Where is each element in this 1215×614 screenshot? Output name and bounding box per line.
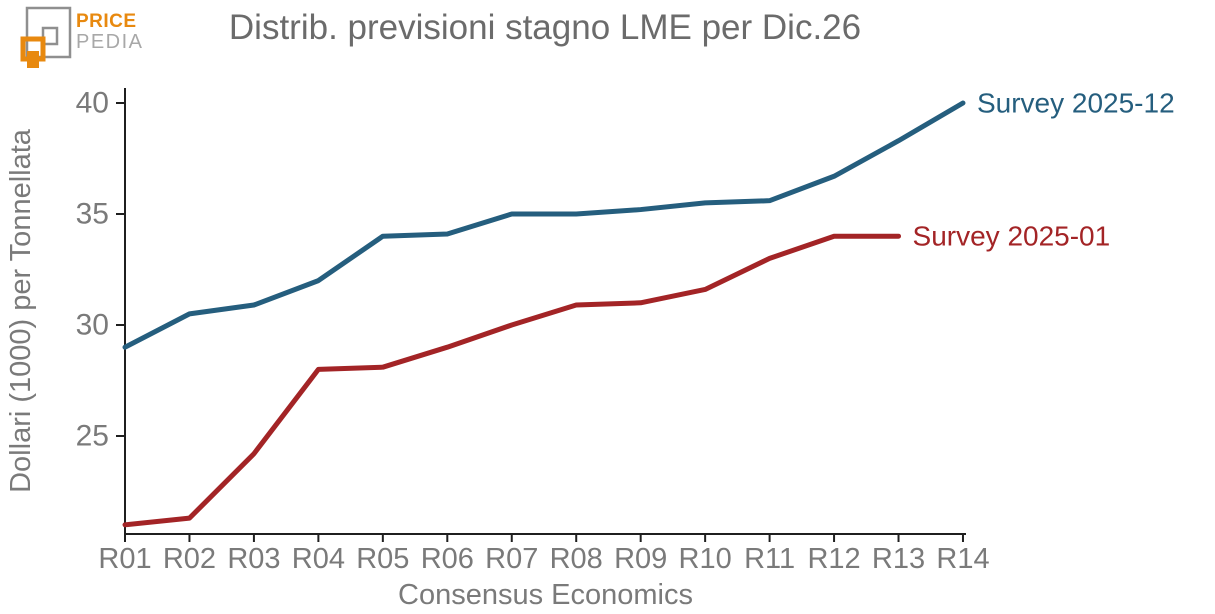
x-tick-label: R09: [614, 543, 667, 575]
x-tick-label: R11: [744, 543, 795, 575]
y-tick-label: 35: [76, 198, 109, 231]
pricepedia-logo: PRICE PEDIA: [12, 6, 172, 78]
x-tick-label: R13: [872, 543, 925, 575]
y-axis-title: Dollari (1000) per Tonnellata: [5, 128, 37, 493]
x-tick-label: R04: [292, 543, 345, 575]
logo-price-text: PRICE: [76, 11, 137, 32]
x-axis-title: Consensus Economics: [398, 579, 693, 611]
y-tick-label: 25: [76, 420, 109, 453]
y-tick-label: 40: [76, 87, 109, 120]
x-tick-label: R10: [679, 543, 732, 575]
x-tick-label: R02: [163, 543, 216, 575]
y-tick-label: 30: [76, 309, 109, 342]
x-tick-label: R03: [227, 543, 280, 575]
x-tick-label: R08: [550, 543, 603, 575]
series-label-1: Survey 2025-01: [913, 221, 1111, 252]
chart-title: Distrib. previsioni stagno LME per Dic.2…: [228, 8, 862, 47]
pricepedia-logo-icon: [20, 6, 72, 68]
series-line-1: [122, 233, 902, 528]
x-tick-label: R14: [936, 543, 989, 575]
x-tick-label: R07: [485, 543, 538, 575]
x-tick-label: R06: [421, 543, 474, 575]
logo-pedia-text: PEDIA: [76, 31, 144, 53]
series-label-0: Survey 2025-12: [977, 88, 1175, 119]
x-tick-label: R01: [98, 543, 151, 575]
x-tick-label: R05: [356, 543, 409, 575]
x-tick-label: R12: [807, 543, 860, 575]
series-line-0: [122, 100, 966, 350]
pricepedia-logo-text: PRICE PEDIA: [76, 12, 144, 52]
